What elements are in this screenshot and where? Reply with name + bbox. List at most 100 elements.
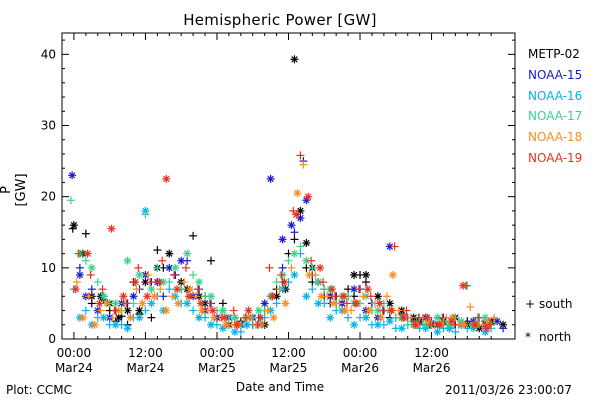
north-point [162,174,171,183]
north-point [207,292,216,301]
south-point [378,306,387,315]
north-point [376,313,385,322]
north-point [111,320,120,329]
north-point [482,324,491,333]
x-tick-label: 12:00 [128,346,163,360]
north-point [269,313,278,322]
north-point [186,285,195,294]
south-point [263,306,272,315]
north-point [314,278,323,287]
x-tick-date-label: Mar26 [341,361,379,375]
x-tick-label: 00:00 [57,346,92,360]
south-point [158,256,167,265]
south-label: south [539,297,573,311]
north-point [433,327,442,336]
north-point [78,313,87,322]
south-point [344,313,353,322]
south-point [156,285,165,294]
north-point [387,306,396,315]
south-point [394,306,403,315]
north-point [254,306,263,315]
x-tick-date-label: Mar25 [270,361,308,375]
south-point [272,299,281,308]
south-point [86,270,95,279]
south-point [342,299,351,308]
south-point [290,228,299,237]
north-point [302,238,311,247]
north-point [177,256,186,265]
south-point [366,292,375,301]
north-point [373,320,382,329]
north-point [375,299,384,308]
south-point [75,263,84,272]
plus-marker-icon: + [525,297,536,311]
north-point [304,192,313,201]
north-point [95,299,104,308]
north-point [198,306,207,315]
plot-credit: Plot: CCMC [6,383,72,397]
south-point [272,278,281,287]
north-point [171,263,180,272]
x-tick-label: 12:00 [271,346,306,360]
north-point [196,299,205,308]
north-point [135,313,144,322]
north-point [433,313,442,322]
south-point [296,151,305,160]
north-point [290,249,299,258]
data-points [66,55,508,336]
north-point [184,292,193,301]
north-point [373,292,382,301]
south-point [168,292,177,301]
north-point [397,324,406,333]
legend-entry: NOAA-16 [528,88,583,103]
north-point [102,299,111,308]
y-tick-label: 30 [41,119,56,133]
south-point [499,324,508,333]
south-point [308,263,317,272]
north-point [460,320,469,329]
south-point [153,263,162,272]
north-point [290,55,299,64]
north-point [147,285,156,294]
north-point [361,270,370,279]
north-point [296,214,305,223]
south-point [299,160,308,169]
north-point [123,324,132,333]
north-point [69,221,78,230]
north-point [484,317,493,326]
south-point [390,242,399,251]
north-point [68,171,77,180]
north-point [232,320,241,329]
south-point [359,292,368,301]
south-point [134,263,143,272]
south-point [287,263,296,272]
south-point [141,306,150,315]
north-point [218,306,227,315]
x-tick-date-label: Mar26 [413,361,451,375]
north-point [220,313,229,322]
north-point [388,270,397,279]
south-point [307,256,316,265]
north-marker-key: * north [525,330,571,344]
south-point [181,263,190,272]
north-point [278,235,287,244]
south-point [132,285,141,294]
north-point [230,327,239,336]
south-point [474,313,483,322]
y-tick-label: 20 [41,190,56,204]
south-point [382,292,391,301]
south-point [129,299,138,308]
south-point [66,196,75,205]
south-point [146,278,155,287]
south-point [290,235,299,244]
south-point [122,299,131,308]
south-point [72,278,81,287]
x-tick-label: 00:00 [200,346,235,360]
north-point [290,270,299,279]
north-point [87,263,96,272]
north-point [493,317,502,326]
north-point [266,174,275,183]
north-point [459,281,468,290]
south-point [193,285,202,294]
